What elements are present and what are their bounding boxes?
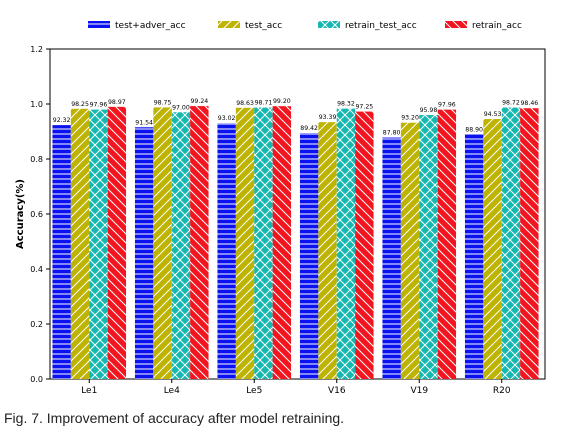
bar-retrain-test-acc-le4 xyxy=(171,112,191,379)
bar-retrain-test-acc-le1 xyxy=(89,109,108,380)
y-tick-label: 0.4 xyxy=(30,265,43,274)
bar-value-label: 87.80 xyxy=(383,130,401,137)
bar-test-adver-acc-le5 xyxy=(217,123,236,379)
bar-retrain-acc-le5 xyxy=(272,106,292,379)
x-tick-label: R20 xyxy=(493,386,511,396)
bar-test-adver-acc-le1 xyxy=(52,125,71,380)
bar-value-label: 89.42 xyxy=(300,125,318,132)
bar-value-label: 93.20 xyxy=(401,115,419,122)
bar-value-label: 93.39 xyxy=(319,114,337,121)
bar-retrain-test-acc-r20 xyxy=(501,107,521,380)
legend-label: retrain_acc xyxy=(472,21,522,31)
x-axis: Le1 Le4 Le5 V16 V19 R20 xyxy=(81,379,511,396)
bar-value-label: 99.24 xyxy=(190,98,208,105)
bar-retrain-test-acc-v16 xyxy=(336,108,356,380)
bar-value-label: 98.97 xyxy=(108,99,126,106)
y-tick-label: 0.0 xyxy=(30,375,43,384)
bar-value-label: 98.46 xyxy=(520,100,538,107)
y-tick-label: 0.8 xyxy=(30,155,43,164)
bar-value-label: 98.71 xyxy=(255,100,273,107)
x-tick-label: V16 xyxy=(328,386,346,396)
bar-value-label: 95.98 xyxy=(420,107,438,114)
bar-retrain-acc-v16 xyxy=(355,111,374,379)
bar-test-acc-r20 xyxy=(483,119,502,379)
bar-group-le5: 93.02 98.63 98.71 99.20 xyxy=(217,98,292,380)
figure-caption: Fig. 7. Improvement of accuracy after mo… xyxy=(4,410,345,426)
bar-test-adver-acc-r20 xyxy=(464,134,484,379)
bar-test-adver-acc-v16 xyxy=(299,133,319,379)
bar-retrain-acc-r20 xyxy=(520,108,539,380)
legend-label: test_acc xyxy=(245,21,282,31)
bar-value-label: 88.90 xyxy=(465,127,483,134)
x-tick-label: V19 xyxy=(410,386,428,396)
y-axis-label: Accuracy(%) xyxy=(15,179,26,249)
legend-swatch xyxy=(445,21,467,28)
legend-swatch xyxy=(318,21,340,28)
legend-swatch xyxy=(88,21,110,28)
bar-value-label: 94.53 xyxy=(484,111,502,118)
bar-retrain-test-acc-le5 xyxy=(254,107,273,380)
legend-label: retrain_test_acc xyxy=(345,21,417,31)
bar-test-acc-le4 xyxy=(153,107,172,379)
bar-value-label: 92.32 xyxy=(53,117,71,124)
bar-retrain-acc-v19 xyxy=(437,109,457,380)
bar-test-acc-le1 xyxy=(70,108,90,379)
x-tick-label: Le4 xyxy=(164,386,180,396)
chart-legend: test+adver_acc test_acc retrain_test_acc re… xyxy=(88,21,522,31)
bar-value-label: 98.32 xyxy=(337,101,355,108)
bar-value-label: 91.54 xyxy=(135,119,153,126)
y-tick-label: 1.2 xyxy=(30,45,43,54)
bar-value-label: 97.00 xyxy=(172,104,190,111)
bar-test-adver-acc-v19 xyxy=(382,137,401,379)
y-tick-label: 1.0 xyxy=(30,100,43,109)
x-tick-label: Le5 xyxy=(246,386,262,396)
bar-group-le1: 92.32 98.25 97.96 98.97 xyxy=(52,99,127,380)
bar-value-label: 97.25 xyxy=(355,104,373,111)
legend-label: test+adver_acc xyxy=(115,21,186,31)
x-tick-label: Le1 xyxy=(81,386,97,396)
bar-test-acc-v16 xyxy=(318,122,337,380)
y-axis: 0.0 0.2 0.4 0.6 0.8 1.0 1.2 xyxy=(30,45,50,384)
bar-value-label: 99.20 xyxy=(273,98,291,105)
bar-value-label: 98.25 xyxy=(71,101,89,108)
bar-test-acc-v19 xyxy=(400,122,420,379)
y-tick-label: 0.2 xyxy=(30,320,43,329)
bar-test-adver-acc-le4 xyxy=(134,127,154,379)
bar-retrain-test-acc-v19 xyxy=(419,115,438,380)
legend-swatch xyxy=(218,21,240,28)
bar-value-label: 97.96 xyxy=(438,102,456,109)
bar-value-label: 98.75 xyxy=(154,99,172,106)
bar-retrain-acc-le1 xyxy=(107,106,127,380)
y-tick-label: 0.6 xyxy=(30,210,43,219)
bar-value-label: 98.63 xyxy=(236,100,254,107)
bar-test-acc-le5 xyxy=(235,107,255,379)
bar-value-label: 97.96 xyxy=(90,102,108,109)
bar-retrain-acc-le4 xyxy=(190,106,209,379)
bar-value-label: 98.72 xyxy=(502,100,520,107)
bar-value-label: 93.02 xyxy=(218,115,236,122)
